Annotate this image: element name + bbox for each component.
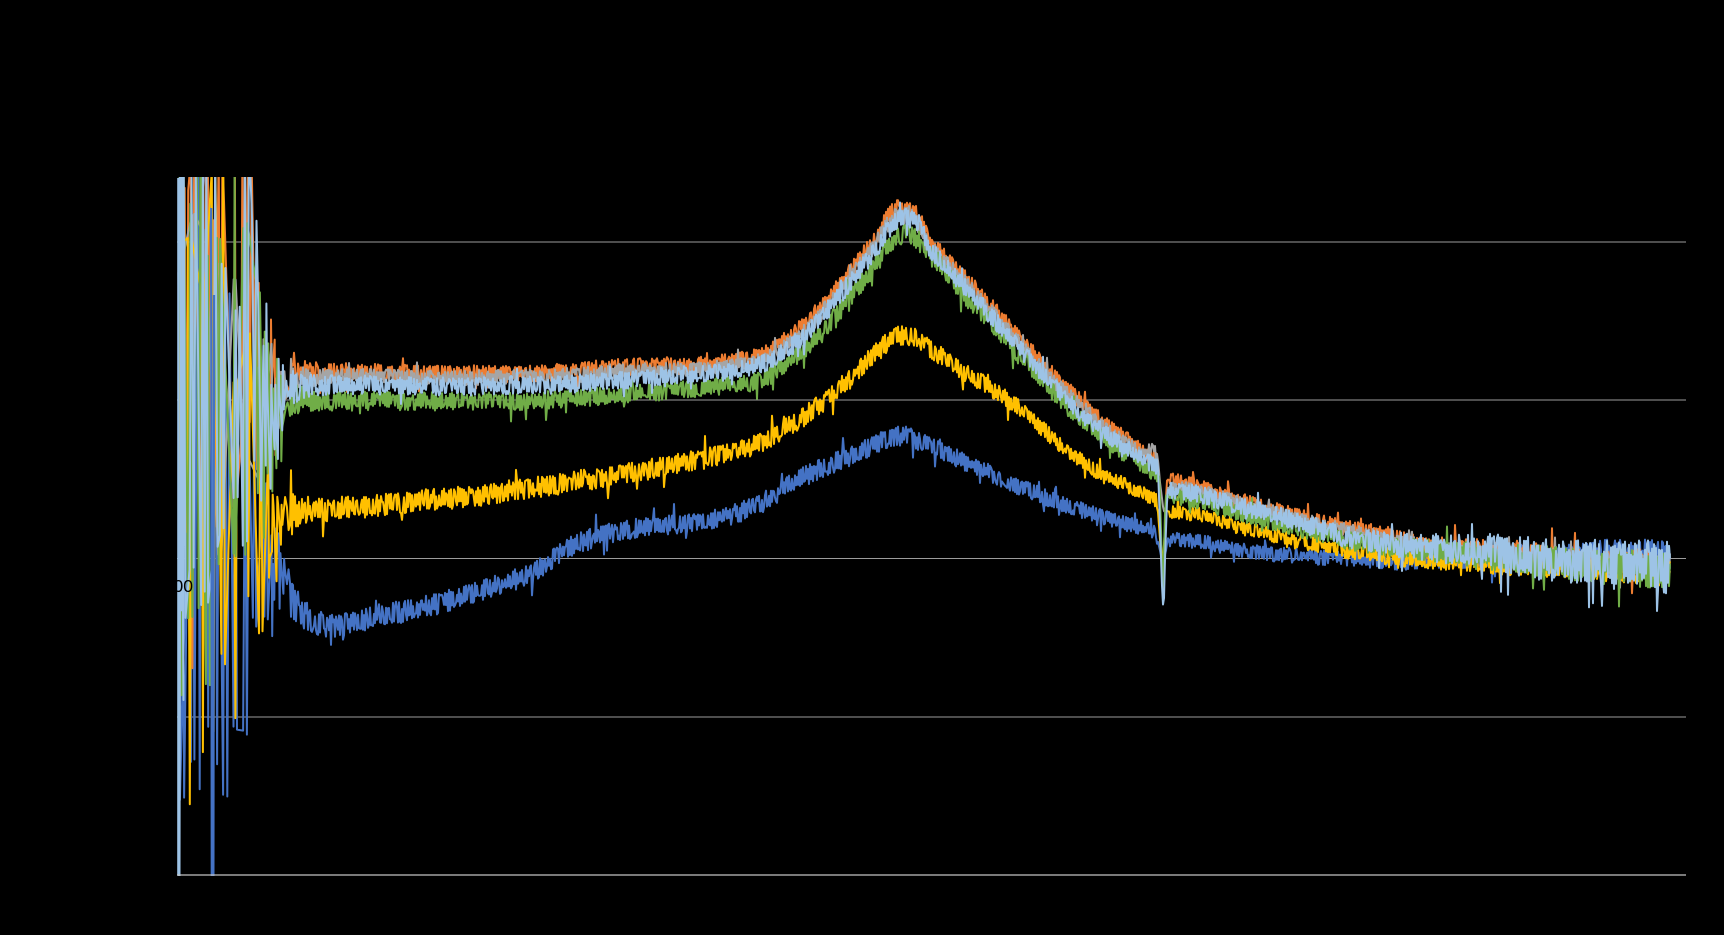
svg-text:100: 100 bbox=[164, 576, 193, 596]
